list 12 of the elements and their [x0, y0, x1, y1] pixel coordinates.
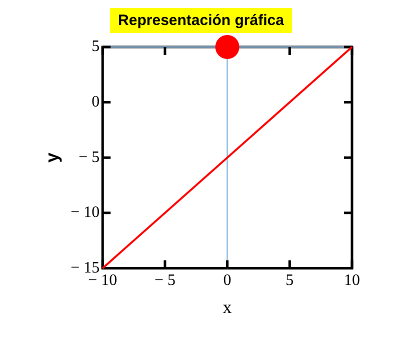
y-tick-label: − 5	[78, 148, 100, 166]
y-tick-label: − 10	[70, 204, 100, 222]
x-tick-label: 5	[286, 272, 294, 290]
y-tick-label: − 15	[70, 259, 100, 276]
y-tick-label: 5	[92, 38, 100, 56]
chart-title: Representación gráfica	[110, 8, 292, 33]
x-axis-title: x	[222, 296, 232, 317]
y-axis-title: y	[42, 152, 62, 163]
x-tick-label: 0	[223, 272, 232, 290]
x-tick-label: 10	[344, 272, 360, 290]
x-tick-label: − 5	[154, 272, 176, 290]
y-tick-label: 0	[92, 94, 100, 111]
